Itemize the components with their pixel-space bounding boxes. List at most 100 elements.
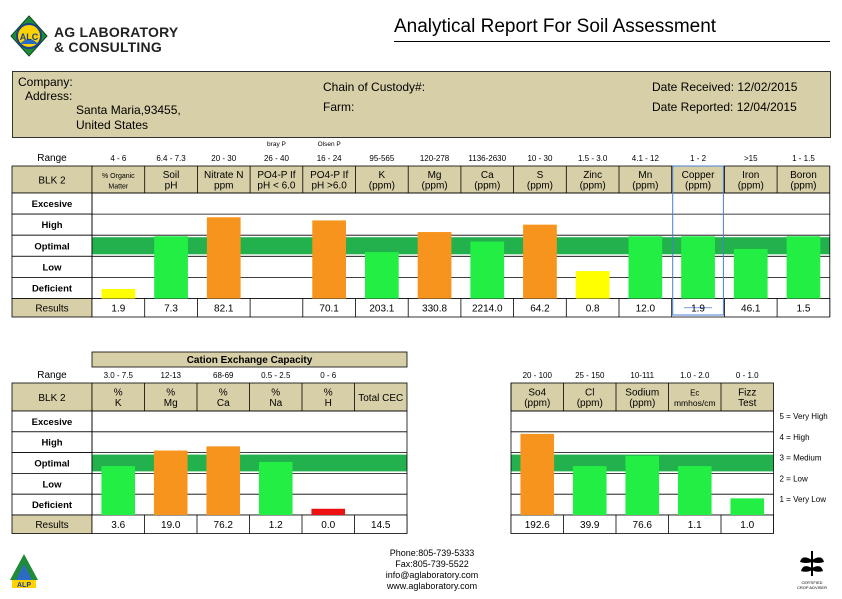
logo-badge: ALC [20,32,39,42]
range-value: 120-278 [420,154,450,163]
bar-nitrate-n [206,217,241,299]
column-header-line-2: K [115,398,122,409]
bar-copper [681,236,715,299]
range-value: 1.5 - 3.0 [578,154,608,163]
column-header-line-2: mmhos/cm [674,398,716,408]
bar-boron [786,236,821,299]
range-value: 26 - 40 [264,154,289,163]
level-label-excesive: Excesive [32,417,73,428]
footer-website: www.aglaboratory.com [386,581,478,591]
bar-soil [154,236,188,299]
bar-zinc [575,271,610,299]
column-header: Total CEC [358,393,403,404]
company-logo: ALC [10,15,48,57]
range-value: 0 - 1.0 [736,371,759,380]
bar-sodium [625,455,660,515]
result-value: 70.1 [319,303,339,314]
range-value: 1136-2630 [468,154,506,163]
result-value: 0.8 [586,303,600,314]
column-header-line-2: (ppm) [474,181,500,192]
column-header-line-1: Nitrate N [204,170,243,181]
range-label: Range [37,370,67,381]
column-header-line-2: (ppm) [738,181,764,192]
result-value: 1.1 [688,520,702,531]
column-header-line-2: (ppm) [527,181,553,192]
column-header-line-1: Mn [638,170,652,181]
blk-label: BLK 2 [38,393,66,404]
address-line-2: United States [76,118,149,132]
column-header-line-1: PO4-P If [257,170,295,181]
column-header-line-2: pH < 6.0 [257,181,296,192]
column-header-line-1: % Organic [102,173,135,180]
report-title: Analytical Report For Soil Assessment [394,16,717,37]
bar-mn [628,236,663,299]
bar-- [101,466,136,515]
blk-label: BLK 2 [38,176,66,187]
column-header-line-1: PO4-P If [310,170,348,181]
column-header-line-1: % [271,388,280,399]
range-value: 3.0 - 7.5 [104,371,134,380]
level-label-optimal: Optimal [34,459,69,470]
header-label-cell [11,382,93,412]
result-value: 192.6 [525,520,550,531]
result-value: 2214.0 [472,303,503,314]
optimal-band [92,454,407,472]
bar-- [153,450,188,515]
range-value: 0 - 6 [320,371,337,380]
column-header-line-1: Copper [682,170,715,181]
column-header-line-1: % [324,388,333,399]
column-header-line-2: pH [165,181,178,192]
range-value: 1 - 2 [690,154,707,163]
bar-fizz [730,498,765,515]
column-header-line-2: (ppm) [685,181,711,192]
range-value: 10-111 [630,371,654,380]
column-header-line-1: Sodium [625,388,659,399]
result-value: 39.9 [580,520,600,531]
column-header-line-2: (ppm) [421,181,447,192]
column-header-line-1: Zinc [583,170,602,181]
bar-po4-p-if [312,220,347,299]
result-value: 1.5 [796,303,810,314]
info-box [12,71,831,138]
column-header-line-1: Fizz [738,388,756,399]
column-header-line-2: (ppm) [629,398,655,409]
column-header-line-1: % [219,388,228,399]
column-header-line-2: H [325,398,332,409]
crop-logo-text-2: CROP ADVISER [797,585,827,590]
column-top-note: Olsen P [318,141,341,148]
result-value: 0.0 [321,520,335,531]
column-header-line-1: Ca [481,170,494,181]
legend-item: 1 = Very Low [780,495,827,504]
column-header-line-1: So4 [528,388,546,399]
crop-adviser-logo: CERTIFIED CROP ADVISER [797,551,827,590]
level-label-high: High [41,220,62,231]
alp-logo: ALP [10,554,38,589]
range-value: 0.5 - 2.5 [261,371,291,380]
bar--organic [101,289,136,299]
column-header-line-2: Mg [164,398,178,409]
range-value: 4.1 - 12 [632,154,660,163]
results-label: Results [35,303,68,314]
company-label: Company: [18,75,73,89]
result-value: 203.1 [369,303,394,314]
result-value: 76.6 [633,520,653,531]
bar-ec [677,466,712,515]
column-header-line-2: (ppm) [580,181,606,192]
legend-item: 5 = Very High [780,412,828,421]
bar-mg [417,232,452,299]
result-value: 12.0 [636,303,656,314]
title-underline [394,41,830,42]
column-header-line-1: % [166,388,175,399]
column-header-line-2: Na [269,398,282,409]
date-reported: Date Reported: 12/04/2015 [652,100,797,114]
result-value: 1.9 [691,303,705,314]
range-value: 12-13 [161,371,182,380]
column-header-line-2: pH >6.0 [311,181,347,192]
bar-k [364,252,399,299]
column-header-line-2: (ppm) [790,181,816,192]
result-value: 1.2 [269,520,283,531]
bar-iron [733,248,768,299]
range-value: 1.0 - 2.0 [680,371,710,380]
crop-logo-text-1: CERTIFIED [801,580,822,585]
date-received: Date Received: 12/02/2015 [652,80,798,94]
